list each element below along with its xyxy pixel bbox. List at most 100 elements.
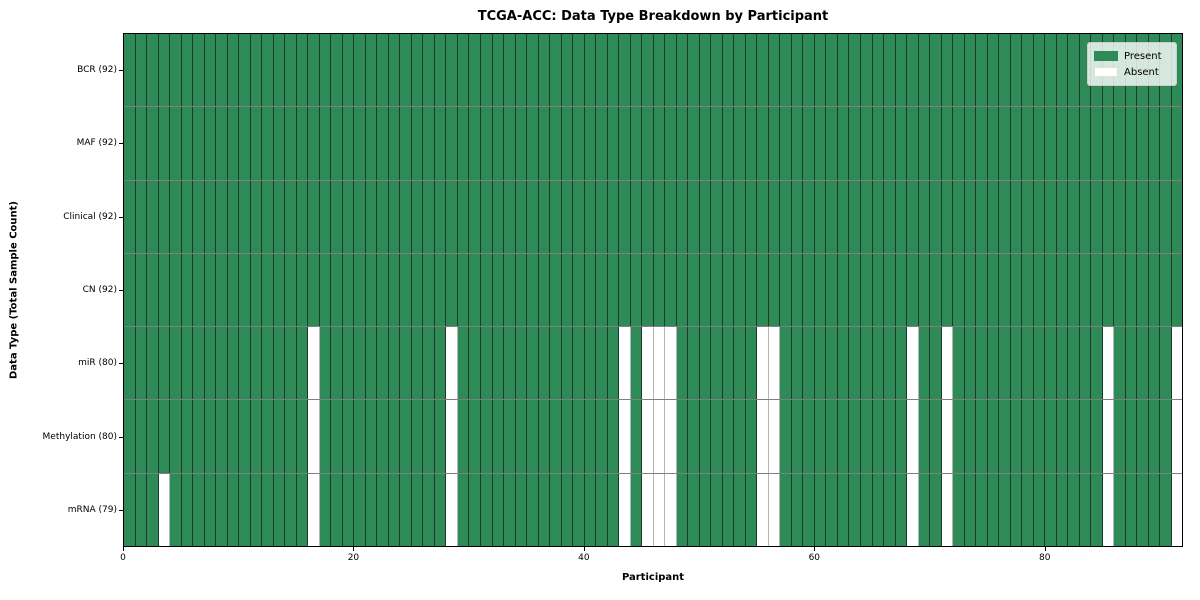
legend: Present Absent xyxy=(1087,42,1177,86)
heatmap-cell xyxy=(1137,107,1149,180)
heatmap-cell xyxy=(791,34,804,107)
heatmap-cell xyxy=(250,400,263,473)
heatmap-cell xyxy=(1171,400,1183,473)
y-tick-label: CN (92) xyxy=(82,285,117,295)
heatmap-cell xyxy=(584,327,597,400)
heatmap-cell xyxy=(400,400,412,473)
heatmap-cell xyxy=(377,327,389,400)
heatmap-cell xyxy=(803,180,815,253)
heatmap-cell xyxy=(1148,107,1161,180)
heatmap-cell xyxy=(342,180,355,253)
heatmap-cell xyxy=(953,253,965,327)
heatmap-cell xyxy=(964,400,977,473)
heatmap-cell xyxy=(953,34,965,107)
heatmap-cell xyxy=(907,107,919,180)
x-tick-label: 40 xyxy=(578,553,590,563)
heatmap-cell xyxy=(1010,34,1023,107)
heatmap-cell xyxy=(1079,327,1092,400)
legend-swatch-absent-icon xyxy=(1094,67,1118,77)
heatmap-cell xyxy=(964,253,977,327)
heatmap-cell xyxy=(158,473,171,546)
heatmap-cell xyxy=(791,400,804,473)
heatmap-cell xyxy=(1010,253,1023,327)
heatmap-cell xyxy=(630,107,643,180)
heatmap-cell xyxy=(573,253,585,327)
heatmap-cell xyxy=(999,180,1011,253)
heatmap-cell xyxy=(1033,253,1046,327)
heatmap-cell xyxy=(1091,473,1103,546)
heatmap-cell xyxy=(342,253,355,327)
heatmap-cell xyxy=(930,327,942,400)
heatmap-cell xyxy=(504,400,516,473)
heatmap-cell xyxy=(1137,253,1149,327)
heatmap-cell xyxy=(561,400,574,473)
heatmap-cell xyxy=(630,400,643,473)
heatmap-cell xyxy=(745,253,758,327)
heatmap-cell xyxy=(837,180,850,253)
heatmap-cell xyxy=(872,107,885,180)
heatmap-cell xyxy=(423,34,435,107)
heatmap-cell xyxy=(791,107,804,180)
heatmap-cell xyxy=(296,34,309,107)
heatmap-cell xyxy=(780,34,792,107)
heatmap-cell xyxy=(319,327,332,400)
heatmap-cell xyxy=(216,34,228,107)
heatmap-cell xyxy=(630,473,643,546)
heatmap-cell xyxy=(434,327,447,400)
heatmap-cell xyxy=(780,253,792,327)
heatmap-cell xyxy=(999,400,1011,473)
heatmap-cell xyxy=(999,34,1011,107)
heatmap-cell xyxy=(216,327,228,400)
heatmap-cell xyxy=(1079,107,1092,180)
heatmap-cell xyxy=(676,327,689,400)
heatmap-cell xyxy=(907,253,919,327)
heatmap-cell xyxy=(480,253,493,327)
heatmap-cell xyxy=(527,253,539,327)
heatmap-cell xyxy=(1033,107,1046,180)
heatmap-cell xyxy=(527,327,539,400)
heatmap-cell xyxy=(400,180,412,253)
heatmap-cell xyxy=(768,473,781,546)
heatmap-cell xyxy=(1045,327,1057,400)
heatmap-cell xyxy=(527,400,539,473)
heatmap-cell xyxy=(296,180,309,253)
heatmap-cell xyxy=(388,107,401,180)
heatmap-cell xyxy=(584,253,597,327)
heatmap-cell xyxy=(619,34,631,107)
heatmap-cell xyxy=(734,473,746,546)
heatmap-cell xyxy=(446,473,458,546)
heatmap-cell xyxy=(699,107,712,180)
y-tick-mark xyxy=(119,363,123,365)
heatmap-cell xyxy=(826,400,838,473)
heatmap-cell xyxy=(550,253,562,327)
heatmap-cell xyxy=(596,327,608,400)
heatmap-cell xyxy=(1056,327,1069,400)
heatmap-grid xyxy=(124,34,1183,546)
heatmap-cell xyxy=(918,400,931,473)
heatmap-cell xyxy=(653,107,666,180)
heatmap-cell xyxy=(124,34,136,107)
heatmap-cell xyxy=(757,180,769,253)
heatmap-cell xyxy=(411,253,424,327)
heatmap-cell xyxy=(193,180,205,253)
heatmap-cell xyxy=(930,180,942,253)
heatmap-cell xyxy=(480,400,493,473)
heatmap-cell xyxy=(135,327,148,400)
x-tick-label: 20 xyxy=(347,553,360,563)
x-tick-mark xyxy=(814,547,816,551)
heatmap-cell xyxy=(699,400,712,473)
heatmap-cell xyxy=(262,400,274,473)
heatmap-cell xyxy=(273,400,286,473)
heatmap-cell xyxy=(515,180,528,253)
heatmap-cell xyxy=(365,34,378,107)
heatmap-cell xyxy=(1137,180,1149,253)
heatmap-cell xyxy=(837,400,850,473)
heatmap-cell xyxy=(907,327,919,400)
heatmap-cell xyxy=(918,473,931,546)
legend-item-absent: Absent xyxy=(1094,64,1169,80)
heatmap-cell xyxy=(676,253,689,327)
heatmap-cell xyxy=(745,107,758,180)
heatmap-cell xyxy=(895,473,908,546)
heatmap-cell xyxy=(964,34,977,107)
heatmap-cell xyxy=(354,34,366,107)
